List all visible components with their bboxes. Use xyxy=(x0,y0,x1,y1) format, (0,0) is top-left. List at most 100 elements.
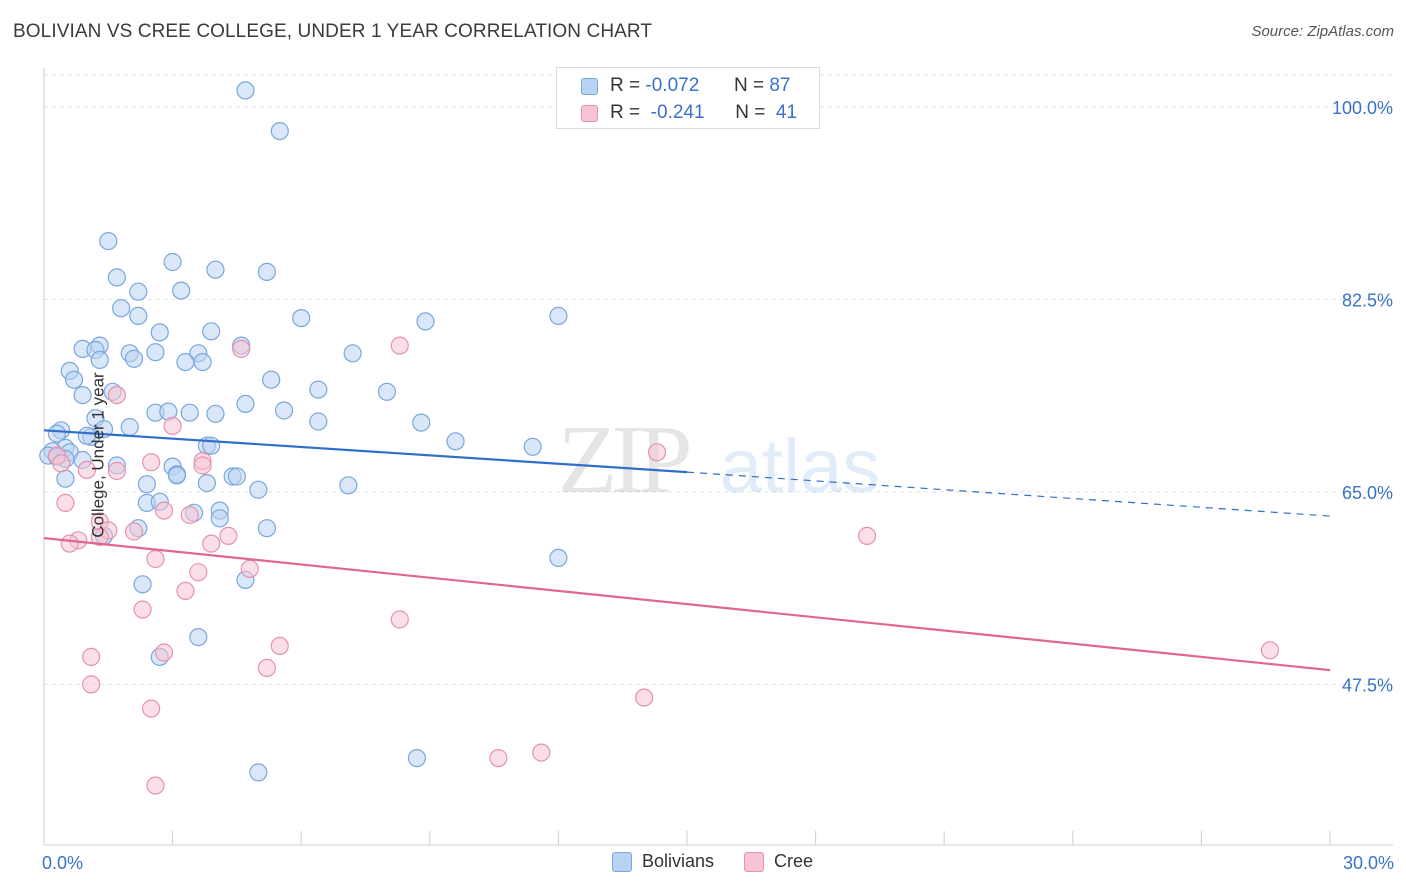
y-tick-label: 82.5% xyxy=(1342,290,1393,310)
cree-point xyxy=(270,636,289,656)
y-tick-label: 100.0% xyxy=(1332,98,1393,118)
bolivians-points xyxy=(39,81,568,782)
cree-point xyxy=(56,493,75,512)
cree-point xyxy=(90,527,109,547)
bolivians-point xyxy=(377,382,397,401)
cree-point xyxy=(390,610,409,629)
bolivians-point xyxy=(163,252,182,272)
legend-row-bolivians: R = -0.072 N = 87 xyxy=(581,72,790,100)
bolivians-point xyxy=(416,312,435,331)
x-tick-label: 30.0% xyxy=(1343,853,1394,873)
bolivians-point xyxy=(206,404,225,423)
r-value: -0.072 xyxy=(645,75,700,96)
cree-point xyxy=(857,526,877,546)
cree-points xyxy=(47,336,1280,795)
cree-point xyxy=(180,505,199,525)
x-tick-label: 0.0% xyxy=(42,853,83,873)
bolivians-point xyxy=(236,394,255,413)
cree-point xyxy=(154,501,174,520)
bolivians-point xyxy=(309,380,328,399)
bolivians-point xyxy=(270,122,289,141)
cree-point xyxy=(176,581,195,601)
cree-point xyxy=(124,522,144,541)
bolivians-point xyxy=(146,343,165,362)
bolivians-point xyxy=(339,476,358,495)
cree-swatch xyxy=(581,104,598,122)
bolivians-point xyxy=(210,509,229,528)
bolivians-point xyxy=(249,763,268,782)
legend-row-cree: R = -0.241 N = 41 xyxy=(581,99,797,127)
n-value: 87 xyxy=(769,75,791,96)
bolivians-point xyxy=(112,299,131,318)
bolivians-point xyxy=(64,370,84,389)
bolivians-point xyxy=(120,417,139,437)
cree-point xyxy=(532,743,551,762)
bolivians-point xyxy=(292,309,311,328)
bolivians-point xyxy=(206,260,225,279)
bolivians-point xyxy=(47,424,66,443)
cree-point xyxy=(240,559,259,579)
bolivians-point xyxy=(150,323,169,342)
cree-point xyxy=(142,453,161,472)
bolivians-point xyxy=(73,386,92,405)
bolivians-point xyxy=(262,370,281,389)
cree-point xyxy=(146,776,165,795)
cree-point xyxy=(82,675,101,694)
cree-point xyxy=(163,416,182,435)
r-value: -0.241 xyxy=(650,102,705,123)
bolivians-trend-extension xyxy=(686,471,1331,517)
bolivians-point xyxy=(549,306,568,325)
bolivians-point xyxy=(197,474,216,493)
chart-title: BOLIVIAN VS CREE COLLEGE, UNDER 1 YEAR C… xyxy=(13,21,653,42)
cree-point xyxy=(257,658,277,678)
bolivians-point xyxy=(407,748,427,768)
correlation-legend: R = -0.072 N = 87 R = -0.241 N = 41 xyxy=(556,67,820,129)
r-label: R = xyxy=(610,75,641,96)
bolivians-point xyxy=(99,232,118,251)
cree-trend-line xyxy=(43,537,1331,672)
n-value: 41 xyxy=(775,102,798,123)
cree-point xyxy=(390,336,409,355)
bolivians-point xyxy=(129,282,148,301)
n-label: N = xyxy=(733,75,765,96)
cree-point xyxy=(60,534,79,553)
cree-point xyxy=(193,456,212,475)
legend-item-cree: Cree xyxy=(744,851,813,872)
bolivians-point xyxy=(137,475,156,494)
cree-swatch xyxy=(744,851,765,872)
tick-labels: 100.0% 82.5% 65.0% 47.5% 0.0% 30.0% xyxy=(42,98,1394,873)
cree-point xyxy=(189,563,208,582)
bolivians-trend-line xyxy=(43,429,688,474)
y-tick-label: 47.5% xyxy=(1342,675,1393,695)
bolivians-point xyxy=(309,412,328,431)
cree-point xyxy=(489,748,508,768)
bolivians-point xyxy=(202,322,221,341)
bolivians-point xyxy=(549,548,568,568)
bolivians-swatch xyxy=(612,851,632,872)
bolivians-point xyxy=(56,469,75,488)
bolivians-point xyxy=(90,350,109,369)
watermark-zip: ZIP xyxy=(558,406,689,514)
bolivians-point xyxy=(523,437,542,456)
legend-label: Bolivians xyxy=(642,851,715,871)
cree-point xyxy=(82,647,101,667)
cree-point xyxy=(647,443,667,462)
bolivians-point xyxy=(129,306,148,325)
bolivians-point xyxy=(236,81,255,100)
trend-lines xyxy=(43,429,1331,672)
cree-point xyxy=(133,600,152,619)
cree-point xyxy=(635,688,654,707)
cree-point xyxy=(142,699,161,718)
bolivians-point xyxy=(412,413,431,432)
series-legend: Bolivians Cree xyxy=(612,851,843,872)
bolivians-point xyxy=(189,627,208,647)
bolivians-point xyxy=(257,519,277,538)
bolivians-point xyxy=(193,353,212,372)
bolivians-point xyxy=(343,344,362,363)
cree-point xyxy=(107,461,126,481)
bolivians-point xyxy=(167,466,186,485)
bolivians-point xyxy=(133,575,152,594)
bolivians-point xyxy=(257,262,277,281)
source-label: Source: ZipAtlas.com xyxy=(1251,23,1394,40)
